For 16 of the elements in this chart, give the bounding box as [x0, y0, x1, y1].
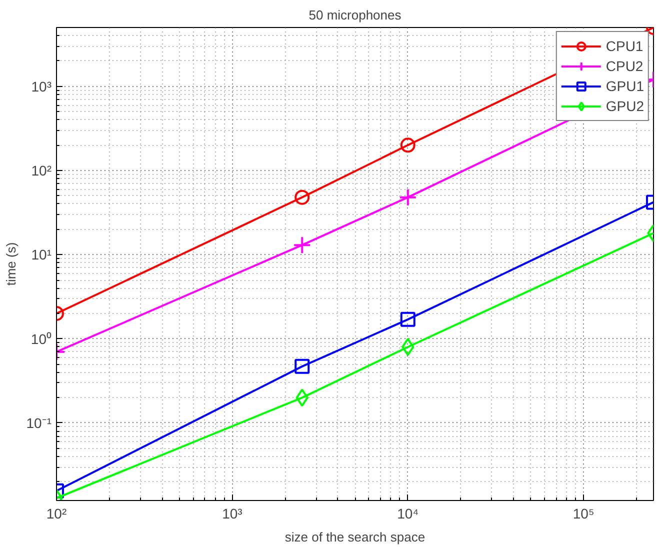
y-axis-title: time (s): [3, 242, 18, 286]
y-tick-label: 10⁻¹: [26, 415, 52, 431]
chart-title: 50 microphones: [308, 8, 402, 22]
legend-label: GPU2: [606, 98, 644, 114]
x-axis-title: size of the search space: [284, 530, 426, 544]
x-tick-label: 10⁴: [397, 506, 419, 522]
x-tick-label: 10²: [46, 506, 67, 522]
y-tick-label: 10⁰: [30, 330, 52, 347]
y-tick-label: 10²: [31, 162, 52, 178]
y-tick-label: 10³: [31, 78, 52, 94]
legend-label: GPU1: [606, 78, 644, 94]
x-tick-label: 10⁵: [572, 506, 594, 522]
legend-label: CPU2: [606, 58, 644, 74]
x-tick-label: 10³: [222, 506, 243, 522]
legend-label: CPU1: [606, 38, 644, 54]
y-tick-label: 10¹: [31, 246, 52, 263]
